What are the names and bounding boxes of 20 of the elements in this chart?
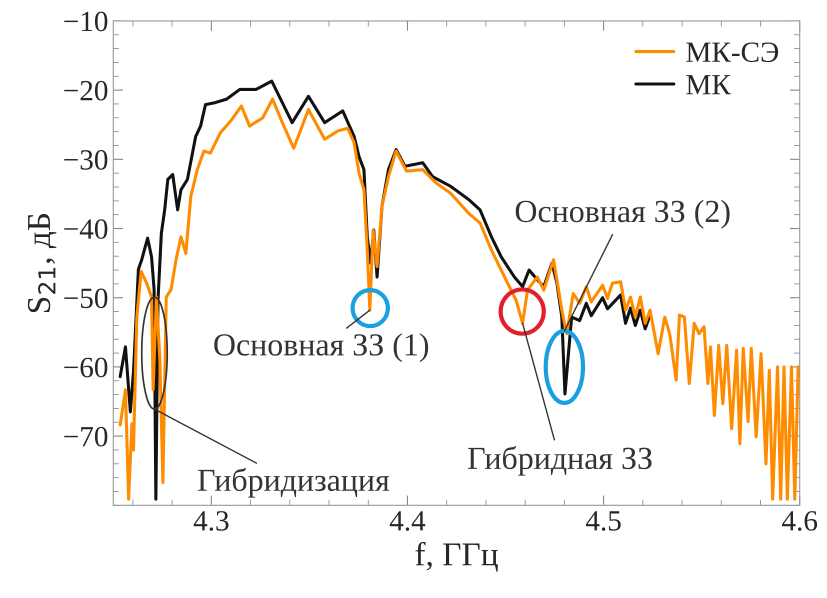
x-tick-label: 4.3 xyxy=(194,511,228,531)
y-tick-label: −70 xyxy=(64,426,108,447)
y-tick-label: −40 xyxy=(64,219,108,239)
y-tick-label: −60 xyxy=(64,358,108,378)
y-tick-label: −30 xyxy=(64,150,108,170)
x-tick-label: 4.4 xyxy=(390,511,426,531)
line-series xyxy=(118,98,800,501)
annotation: Гибридизация xyxy=(198,468,390,498)
x-axis-title: f, ГГц xyxy=(415,542,498,572)
y-axis-title: S$_{21}$, дБ xyxy=(28,214,56,312)
annotation: Основная ЗЗ (2) xyxy=(516,200,730,229)
legend-label: МК-СЭ xyxy=(686,42,778,62)
y-tick-label: −50 xyxy=(64,288,108,308)
annotation: Основная ЗЗ (1) xyxy=(214,333,428,362)
y-tick-label: −10 xyxy=(64,12,108,32)
x-tick-label: 4.5 xyxy=(586,511,621,531)
x-tick-label: 4.6 xyxy=(782,511,818,531)
annotation: Гибридная ЗЗ xyxy=(468,446,652,476)
legend-label: МК xyxy=(686,75,731,94)
y-tick-label: −20 xyxy=(64,80,108,101)
